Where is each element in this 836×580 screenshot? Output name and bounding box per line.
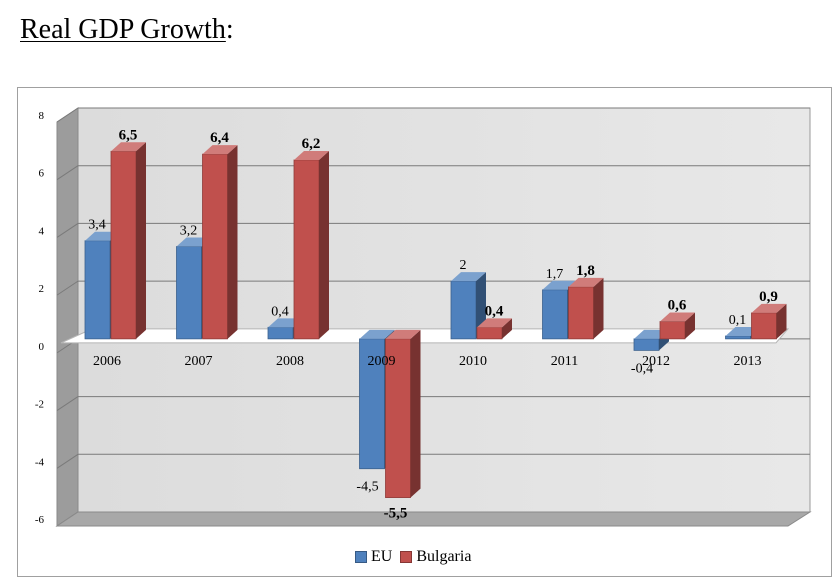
legend-swatch-bulgaria (400, 551, 413, 563)
legend-swatch-eu (355, 551, 367, 563)
title-colon: : (225, 14, 234, 45)
data-label-bulgaria: 0,6 (668, 298, 687, 314)
side-wall (56, 107, 79, 527)
bar-bulgaria-2009 (385, 329, 421, 498)
floor (55, 511, 812, 527)
data-label-eu: -0,4 (631, 361, 653, 376)
bar-bulgaria-2012 (659, 312, 695, 340)
x-tick-label: 2009 (368, 354, 396, 369)
bar-bulgaria-2007 (202, 145, 238, 340)
bar-bulgaria-2006 (110, 142, 146, 340)
chart-frame (17, 87, 832, 577)
gridline-side (56, 280, 79, 296)
y-tick-label: -6 (35, 514, 45, 526)
chart-title: Real GDP Growth (20, 14, 226, 45)
y-tick-label: 4 (39, 225, 45, 237)
data-label-eu: 1,7 (546, 267, 564, 282)
x-tick-label: 2008 (276, 354, 304, 369)
data-label-eu: 3,4 (88, 218, 106, 233)
bar-bulgaria-2008 (293, 150, 329, 340)
gridline-side (56, 107, 79, 123)
data-label-bulgaria: -5,5 (384, 506, 408, 522)
bar-eu-2010 (450, 272, 486, 340)
legend: EU Bulgaria (355, 548, 479, 566)
legend-label-bulgaria: Bulgaria (416, 548, 472, 565)
x-tick-label: 2007 (185, 354, 213, 369)
bar-bulgaria-2010 (476, 318, 512, 340)
gridline-side (56, 396, 79, 411)
y-tick-label: 8 (39, 110, 45, 122)
y-tick-label: 2 (39, 283, 45, 295)
page-title: Real GDP Growth: (20, 14, 234, 46)
legend-item-bulgaria: Bulgaria (400, 548, 471, 566)
data-label-bulgaria: 6,5 (119, 127, 138, 143)
y-tick-label: 6 (39, 168, 45, 180)
x-tick-label: 2013 (734, 354, 762, 369)
data-label-bulgaria: 6,2 (302, 136, 321, 152)
x-tick-label: 2012 (642, 354, 670, 369)
y-tick-label: -2 (35, 399, 44, 411)
x-tick-label: 2010 (459, 354, 487, 369)
data-label-eu: 2 (460, 258, 467, 273)
data-label-bulgaria: 1,8 (576, 263, 595, 279)
gridline-side (56, 165, 79, 181)
gridline-side (56, 453, 79, 469)
data-label-bulgaria: 0,9 (759, 289, 778, 305)
data-label-eu: 0,1 (729, 313, 747, 328)
data-label-bulgaria: 6,4 (210, 130, 229, 146)
data-label-bulgaria: 0,4 (485, 303, 504, 319)
data-label-eu: 3,2 (180, 224, 198, 239)
bar-bulgaria-2011 (568, 277, 604, 340)
data-label-eu: -4,5 (356, 480, 378, 495)
y-tick-label: 0 (39, 341, 45, 353)
gridline-side (56, 223, 79, 238)
bar-bulgaria-2013 (751, 303, 787, 340)
zero-plane (60, 328, 790, 344)
data-label-eu: 0,4 (271, 304, 289, 319)
y-tick-label: -4 (35, 456, 45, 468)
legend-item-eu: EU (355, 548, 392, 566)
x-tick-label: 2006 (93, 354, 121, 369)
x-tick-label: 2011 (551, 354, 578, 369)
legend-label-eu: EU (371, 548, 393, 565)
